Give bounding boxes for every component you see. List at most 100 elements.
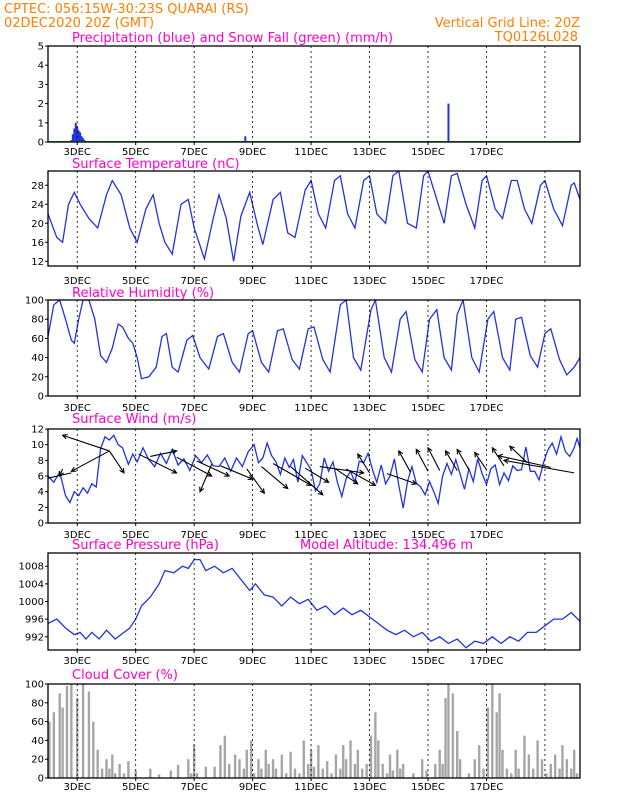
cloud-bar (391, 770, 395, 778)
panel-title: Cloud Cover (%) (72, 668, 178, 683)
cloud-bar (118, 763, 121, 778)
x-tick-label: 15DEC (411, 403, 445, 414)
cloud-bar (312, 766, 316, 778)
cloud-bar (491, 684, 494, 778)
cloud-bar (482, 768, 485, 778)
precip-bar (77, 130, 80, 142)
x-tick-label: 7DEC (180, 656, 207, 667)
wind-arrow-head (411, 479, 418, 486)
cloud-bar (309, 749, 313, 778)
cloud-bar (271, 759, 275, 778)
x-tick-label: 9DEC (239, 530, 266, 541)
cloud-bar (87, 691, 91, 778)
x-tick-label: 5DEC (122, 782, 149, 793)
cloud-bar (486, 707, 490, 778)
x-tick-label: 7DEC (180, 530, 207, 541)
wind-arrow (304, 467, 329, 483)
wind-arrow-head (357, 453, 363, 460)
y-tick-label: 60 (31, 717, 44, 728)
wind-arrow-head (352, 479, 359, 485)
y-tick-label: 60 (31, 334, 44, 345)
cloud-bar (572, 749, 576, 778)
wind-arrow (474, 452, 487, 471)
header-model-code: TQ0126L028 (494, 30, 578, 45)
header-vertical-grid: Vertical Grid Line: 20Z (435, 16, 580, 31)
cloud-bar (92, 721, 95, 778)
x-tick-label: 5DEC (122, 656, 149, 667)
cloud-bar (477, 745, 481, 778)
cloud-bar (565, 759, 569, 778)
cloud-bar (447, 684, 450, 778)
cloud-bar (317, 745, 320, 778)
cloud-bar (242, 768, 246, 778)
panel-1: Surface Temperature (nC) 12 16 20 24 28 3DEC 5D… (31, 157, 581, 287)
x-tick-label: 3DEC (64, 276, 91, 287)
cloud-bar (517, 768, 520, 778)
cloud-bar (321, 768, 324, 778)
cloud-bar (176, 764, 180, 778)
precip-bar (74, 122, 77, 142)
cloud-bar (561, 745, 564, 778)
cloud-bar (377, 740, 380, 778)
precip-bar (447, 103, 450, 142)
x-tick-label: 13DEC (353, 403, 387, 414)
cloud-bar (280, 754, 284, 778)
wind-arrow (456, 449, 470, 471)
cloud-bar (532, 768, 535, 778)
y-tick-label: 2 (38, 503, 44, 514)
y-tick-label: 10 (31, 440, 44, 451)
cloud-bar (219, 745, 222, 778)
x-tick-label: 9DEC (239, 147, 266, 158)
cloud-bar (334, 754, 338, 778)
cloud-bar (501, 749, 504, 778)
cloud-bar (570, 768, 573, 778)
panel-title: Surface Wind (m/s) (72, 412, 196, 427)
cloud-bar (298, 773, 301, 778)
y-tick-label: 12 (31, 425, 44, 436)
cloud-bar (192, 745, 196, 778)
cloud-bar (356, 749, 360, 778)
panels: Precipitation (blue) and Snow Fall (gree… (19, 31, 581, 793)
plot-area (48, 103, 580, 142)
y-tick-label: 1004 (19, 579, 44, 590)
cloud-bar (285, 773, 288, 778)
cloud-bar (441, 763, 444, 778)
y-tick-label: 4 (38, 487, 44, 498)
cloud-bar (100, 768, 104, 778)
cloud-bar (169, 770, 172, 778)
wind-arrow (290, 466, 324, 496)
cloud-bar (223, 735, 227, 778)
cloud-bar (536, 740, 539, 778)
cloud-bar (353, 763, 357, 778)
cloud-bar (365, 763, 368, 778)
wind-arrow-head (61, 433, 68, 440)
wind-arrow-head (224, 471, 231, 477)
y-tick-label: 1008 (19, 562, 44, 573)
x-tick-label: 11DEC (294, 656, 328, 667)
cloud-bar (157, 774, 161, 778)
cloud-bar (514, 749, 517, 778)
wind-arrow (48, 472, 72, 479)
cloud-bar (289, 751, 292, 778)
x-tick-label: 9DEC (239, 276, 266, 287)
wind-arrow (272, 462, 312, 486)
panel-title: Precipitation (blue) and Snow Fall (gree… (72, 31, 393, 46)
wind-arrow-head (199, 486, 205, 493)
wind-arrow-head (31, 479, 36, 483)
x-tick-label: 3DEC (64, 656, 91, 667)
x-tick-label: 7DEC (180, 147, 207, 158)
wind-arrow-head (119, 467, 125, 474)
wind-arrow-head (206, 471, 213, 477)
x-tick-label: 3DEC (64, 782, 91, 793)
x-tick-label: 5DEC (122, 403, 149, 414)
y-tick-label: 0 (38, 392, 44, 403)
cloud-bar (70, 684, 73, 778)
y-tick-label: 0 (38, 519, 44, 530)
header-location: CPTEC: 056:15W-30:23S QUARAI (RS) (4, 2, 249, 17)
x-tick-label: 13DEC (353, 276, 387, 287)
cloud-bar (108, 768, 111, 778)
cloud-bar (58, 693, 61, 778)
cloud-bar (122, 773, 126, 778)
cloud-bar (330, 773, 333, 778)
